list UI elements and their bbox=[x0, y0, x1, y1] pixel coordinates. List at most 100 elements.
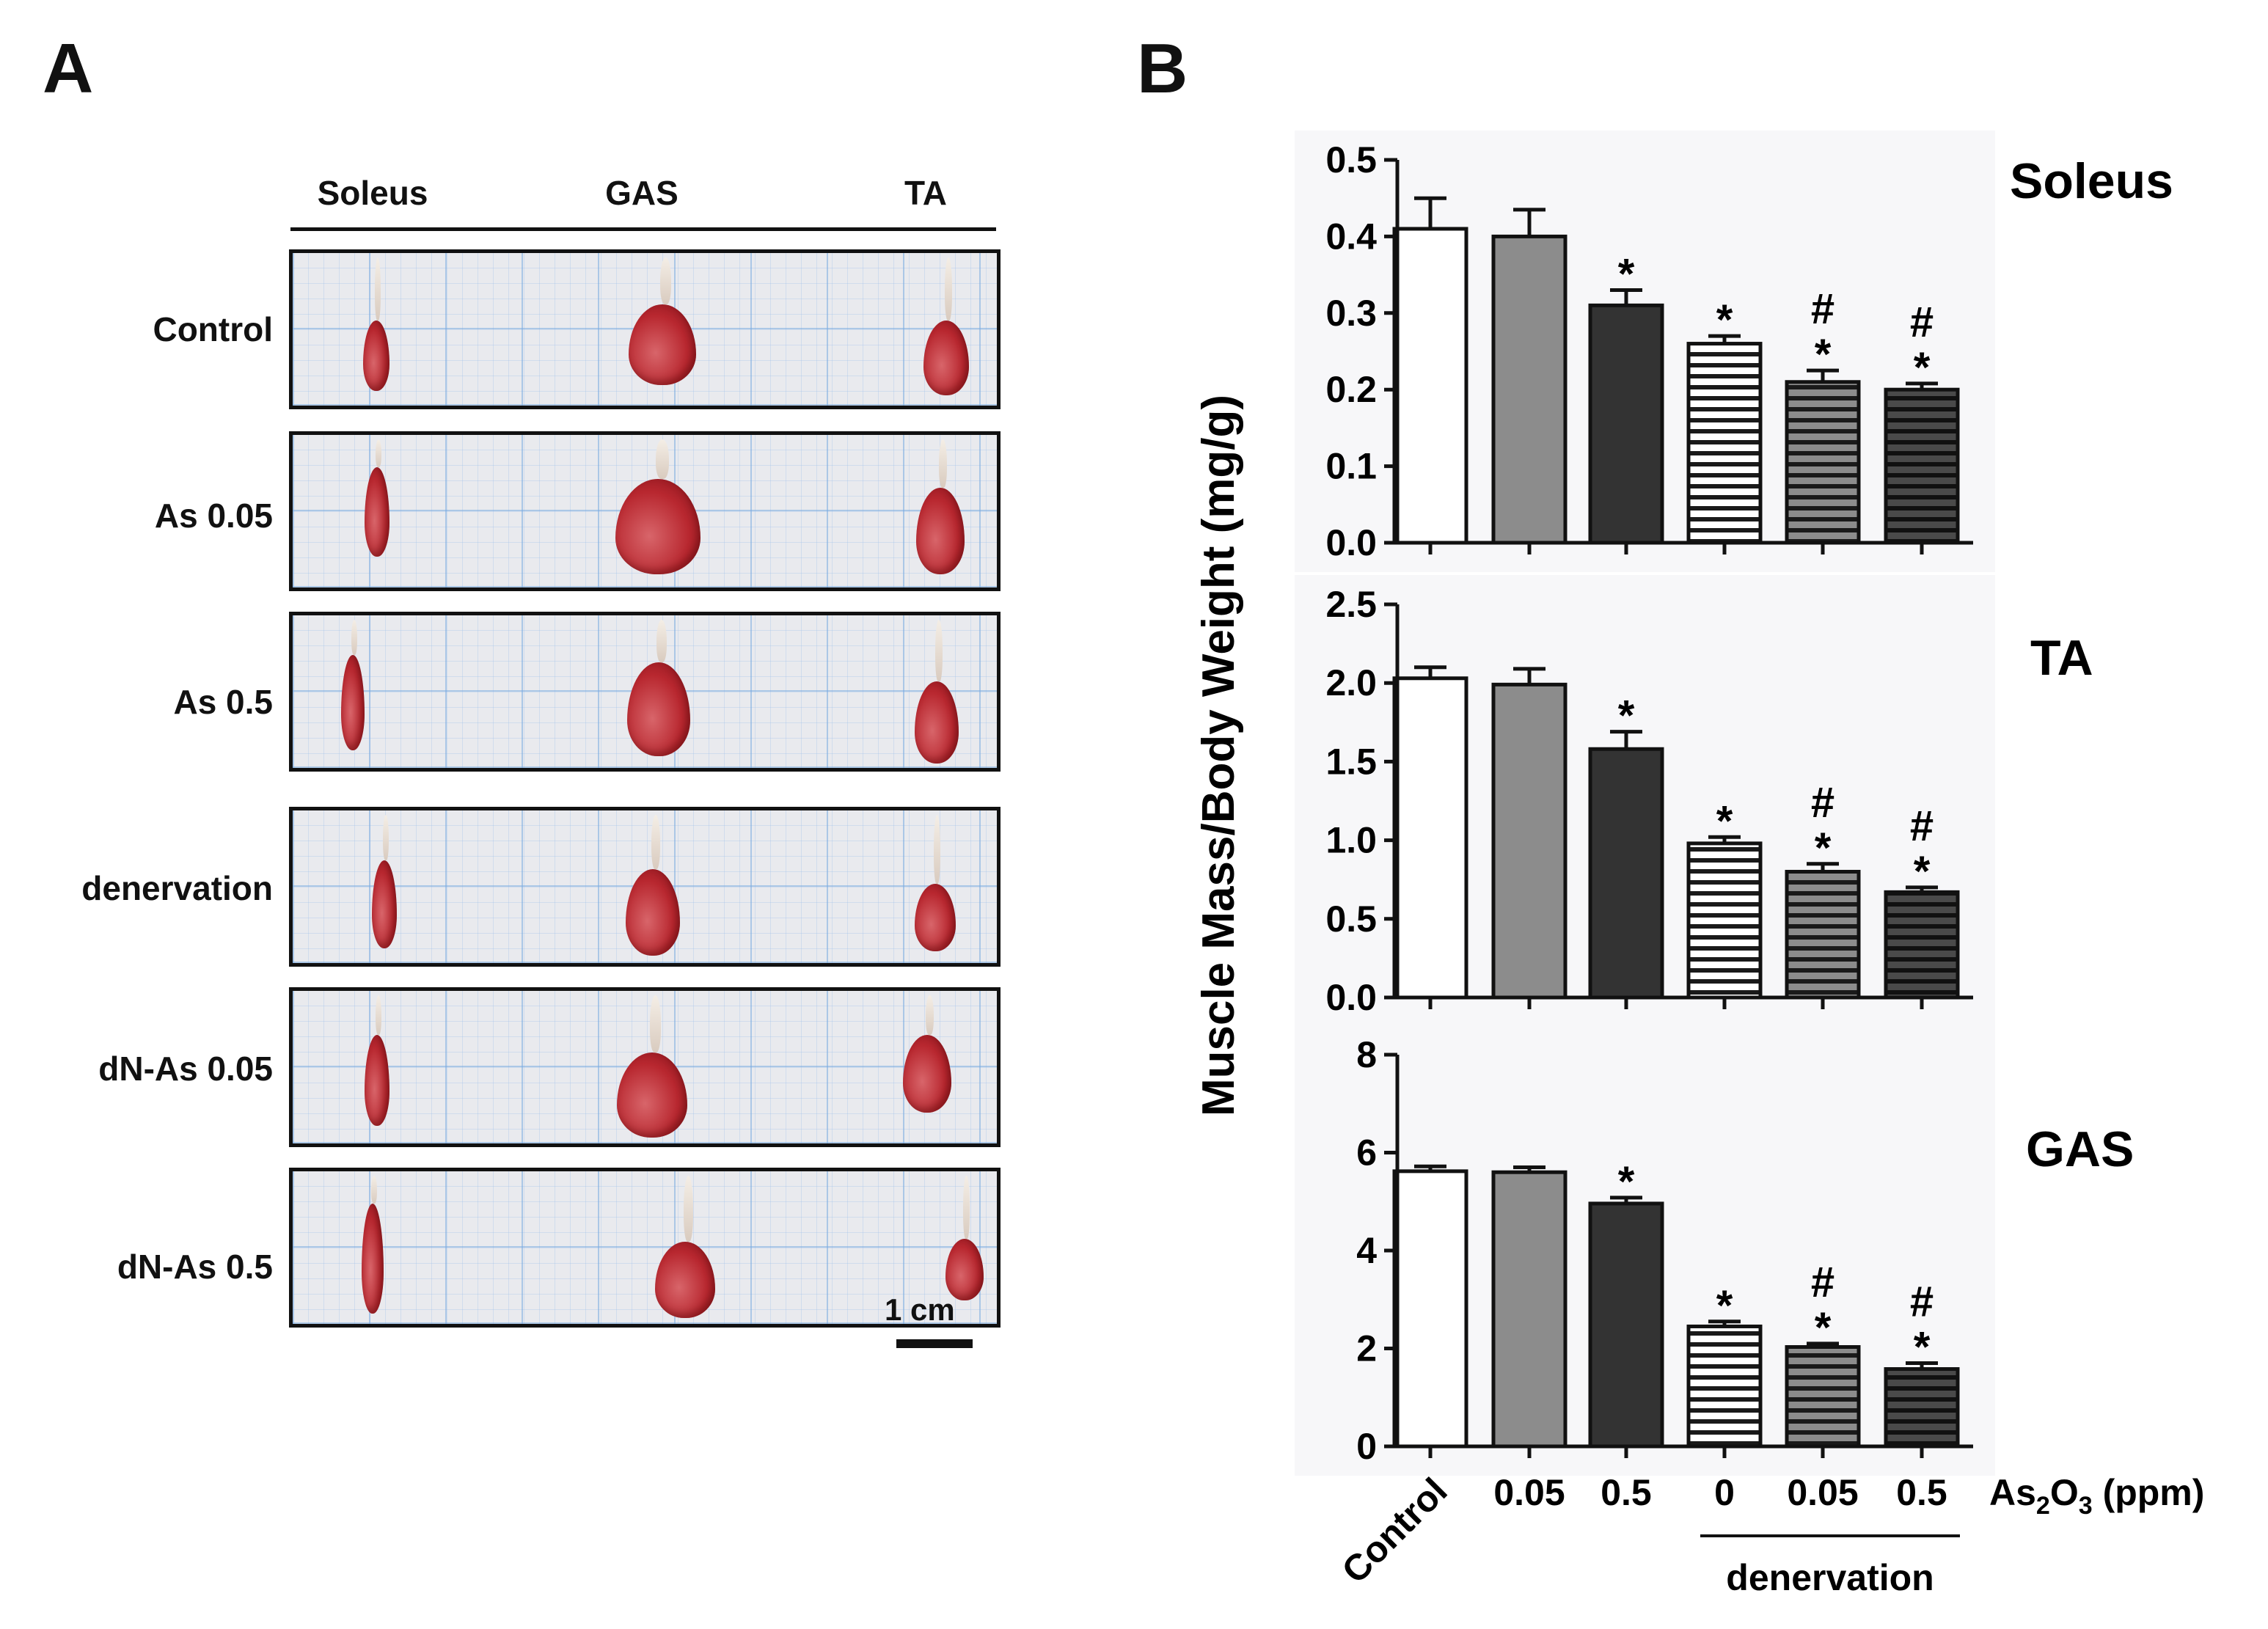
ta-muscle-photo bbox=[903, 1035, 951, 1113]
panel-a-letter: A bbox=[43, 29, 94, 108]
y-tick-label: 0.1 bbox=[1325, 446, 1377, 487]
significance-hash: # bbox=[1910, 802, 1934, 850]
soleus-muscle-photo bbox=[372, 860, 397, 948]
photo-row bbox=[289, 612, 1001, 772]
y-tick-label: 6 bbox=[1356, 1132, 1377, 1174]
y-axis-label: Muscle Mass/Body Weight (mg/g) bbox=[1193, 395, 1244, 1116]
row-label-control: Control bbox=[153, 310, 273, 348]
row-label-dn-as-005: dN-As 0.05 bbox=[98, 1050, 273, 1088]
chart-title: TA bbox=[2030, 630, 2093, 686]
significance-hash: # bbox=[1811, 285, 1834, 333]
bar bbox=[1686, 841, 1763, 1000]
category-label-control: Control bbox=[1334, 1470, 1455, 1591]
bar bbox=[1392, 676, 1468, 1000]
significance-star: * bbox=[1618, 250, 1635, 298]
ta-muscle-photo bbox=[915, 884, 956, 951]
bar-chart-soleus: ** #*#*0.00.10.20.30.40.5 Soleus bbox=[1295, 131, 2173, 572]
significance-hash: # bbox=[1811, 1259, 1834, 1306]
gas-tendon-photo bbox=[650, 995, 662, 1053]
bar bbox=[1392, 1169, 1468, 1449]
column-header-soleus: Soleus bbox=[317, 174, 428, 212]
gas-muscle-photo bbox=[617, 1053, 687, 1138]
photo-row bbox=[289, 987, 1001, 1147]
ta-tendon-photo bbox=[945, 257, 953, 321]
panel-b-letter: B bbox=[1137, 29, 1188, 108]
bar bbox=[1884, 387, 1960, 545]
y-tick-label: 1.5 bbox=[1325, 741, 1377, 782]
significance-star: * bbox=[1618, 1158, 1635, 1206]
bar bbox=[1491, 1170, 1568, 1449]
gas-tendon-photo bbox=[656, 620, 667, 662]
bar bbox=[1686, 1324, 1763, 1449]
y-tick-label: 2.0 bbox=[1325, 662, 1377, 703]
bar bbox=[1491, 234, 1568, 545]
category-label-as-005: 0.05 bbox=[1493, 1472, 1565, 1513]
significance-star: * bbox=[1815, 331, 1832, 378]
soleus-tendon-photo bbox=[370, 1176, 377, 1204]
significance-star: * bbox=[1914, 848, 1931, 896]
bar bbox=[1491, 682, 1568, 1000]
chart-title: Soleus bbox=[2010, 153, 2173, 209]
significance-star: * bbox=[1618, 692, 1635, 740]
significance-hash: # bbox=[1910, 1278, 1934, 1326]
y-tick-label: 0.4 bbox=[1325, 216, 1377, 257]
significance-star: * bbox=[1716, 1282, 1733, 1330]
gas-tendon-photo bbox=[683, 1176, 693, 1242]
y-tick-label: 0 bbox=[1356, 1426, 1377, 1467]
y-tick-label: 0.3 bbox=[1325, 293, 1377, 334]
ta-muscle-photo bbox=[916, 488, 965, 574]
gas-muscle-photo bbox=[626, 869, 680, 956]
y-tick-label: 4 bbox=[1356, 1230, 1377, 1271]
soleus-muscle-photo bbox=[362, 1204, 384, 1314]
significance-star: * bbox=[1815, 1304, 1832, 1352]
y-tick-label: 2.5 bbox=[1325, 584, 1377, 625]
soleus-muscle-photo bbox=[363, 321, 389, 391]
column-header-rule bbox=[290, 227, 996, 231]
bar bbox=[1588, 1201, 1664, 1449]
x-axis-unit-label: As2O3 (ppm) bbox=[1989, 1472, 2204, 1520]
soleus-muscle-photo bbox=[365, 1035, 389, 1126]
category-label-as-05: 0.5 bbox=[1601, 1472, 1652, 1513]
y-tick-label: 0.5 bbox=[1325, 139, 1377, 180]
ta-tendon-photo bbox=[935, 620, 943, 681]
scale-bar-label: 1 cm bbox=[885, 1292, 955, 1327]
bar bbox=[1785, 380, 1861, 545]
bar-chart-ta: ** #* #*0.00.51.01.52.02.5TA bbox=[1295, 575, 2093, 1027]
y-tick-label: 1.0 bbox=[1325, 820, 1377, 861]
bar bbox=[1785, 1344, 1861, 1449]
y-tick-label: 0.5 bbox=[1325, 898, 1377, 940]
gas-muscle-photo bbox=[629, 304, 696, 385]
y-tick-label: 0.2 bbox=[1325, 369, 1377, 410]
soleus-muscle-photo bbox=[341, 655, 365, 750]
significance-star: * bbox=[1914, 344, 1931, 392]
bar bbox=[1686, 342, 1763, 545]
column-header-gas: GAS bbox=[605, 174, 678, 212]
chart-title: GAS bbox=[2026, 1121, 2134, 1177]
ta-tendon-photo bbox=[939, 439, 947, 488]
category-label-dn-005: 0.05 bbox=[1787, 1472, 1858, 1513]
gas-tendon-photo bbox=[655, 439, 670, 479]
soleus-tendon-photo bbox=[382, 815, 389, 860]
ta-tendon-photo bbox=[963, 1176, 970, 1239]
gas-muscle-photo bbox=[615, 479, 700, 574]
significance-star: * bbox=[1914, 1324, 1931, 1372]
bar bbox=[1392, 227, 1468, 545]
ta-tendon-photo bbox=[926, 995, 934, 1035]
panel-a-photos: Soleus GAS TA Control As 0.05 As 0.5 den… bbox=[0, 0, 1100, 1629]
bar bbox=[1785, 869, 1861, 1000]
bar bbox=[1588, 747, 1664, 1000]
ta-muscle-photo bbox=[923, 321, 969, 395]
gas-tendon-photo bbox=[651, 815, 660, 869]
photo-row bbox=[289, 249, 1001, 409]
y-tick-label: 8 bbox=[1356, 1034, 1377, 1075]
y-tick-label: 2 bbox=[1356, 1328, 1377, 1369]
significance-star: * bbox=[1716, 296, 1733, 344]
y-tick-label: 0.0 bbox=[1325, 977, 1377, 1018]
bar bbox=[1884, 890, 1960, 1000]
soleus-muscle-photo bbox=[365, 467, 389, 557]
soleus-tendon-photo bbox=[351, 620, 357, 655]
significance-hash: # bbox=[1811, 779, 1834, 827]
soleus-tendon-photo bbox=[375, 439, 381, 467]
